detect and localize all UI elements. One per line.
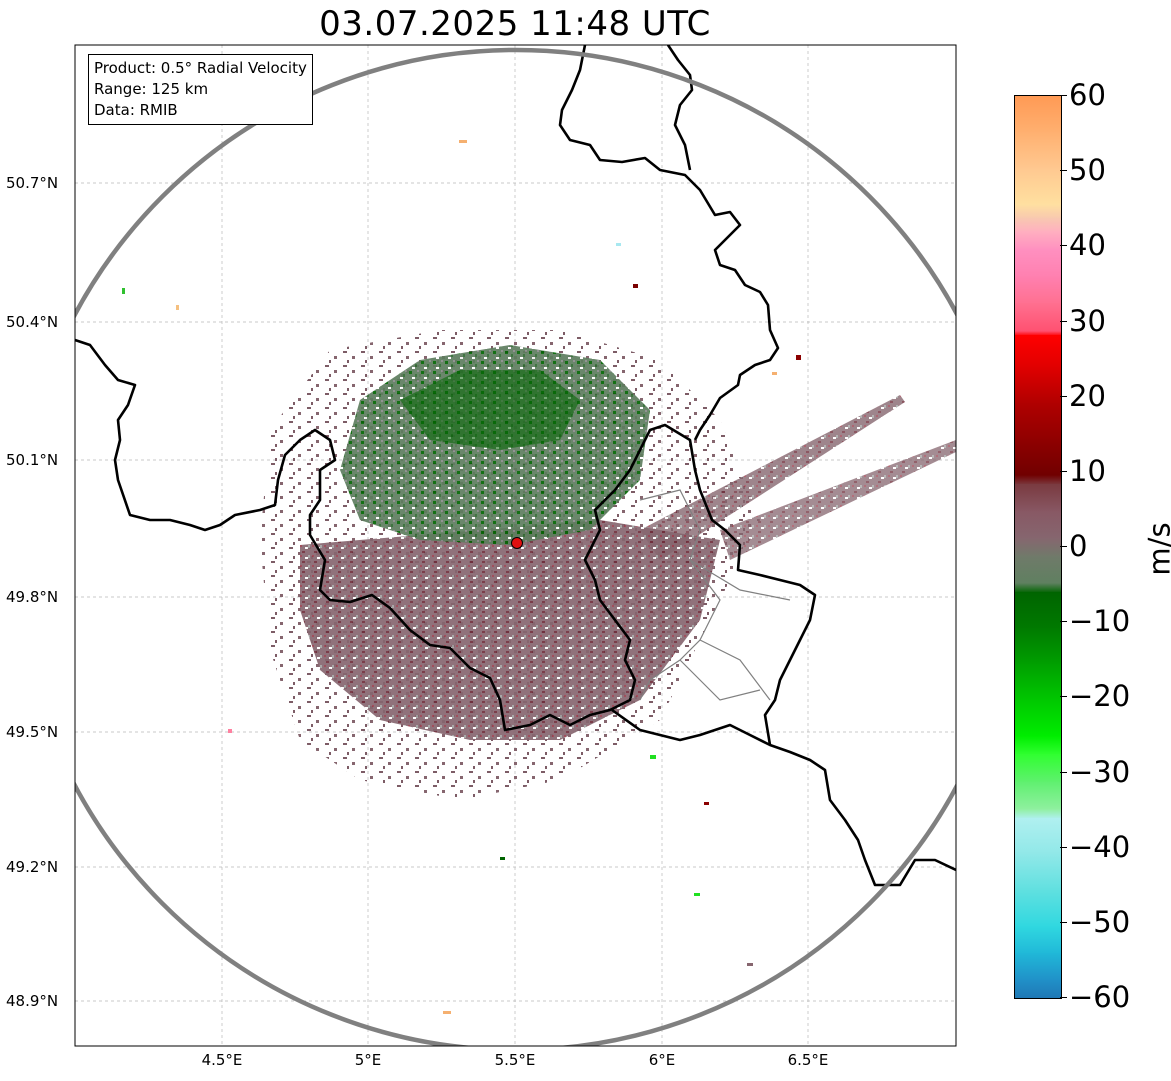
radar-site-marker[interactable]: [511, 537, 523, 549]
colorbar-segment: [1015, 854, 1061, 891]
colorbar-tick: [1060, 772, 1067, 773]
colorbar-segment: [1015, 980, 1061, 998]
map-title: 03.07.2025 11:48 UTC: [319, 4, 711, 44]
colorbar-segment: [1015, 628, 1061, 665]
colorbar-tick: [1060, 997, 1067, 998]
colorbar-segment: [1015, 475, 1061, 485]
product-text: Product: 0.5° Radial Velocity: [94, 59, 307, 77]
colorbar-tick: [1060, 471, 1067, 472]
national-borders: [75, 45, 956, 887]
echo-speckles: [122, 140, 801, 1014]
colorbar-tick: [1060, 922, 1067, 923]
colorbar-segment: [1015, 926, 1061, 954]
radar-map[interactable]: [0, 0, 1000, 1081]
colorbar-segment: [1015, 403, 1061, 440]
echo-northeast-streak: [640, 395, 905, 560]
colorbar-segment: [1015, 439, 1061, 476]
colorbar-segment: [1015, 592, 1061, 629]
colorbar-segment: [1015, 132, 1061, 169]
lon-label: 6.5°E: [787, 1051, 829, 1069]
data-source-text: Data: RMIB: [94, 101, 178, 119]
colorbar-segment: [1015, 367, 1061, 404]
province-borders: [639, 489, 791, 701]
colorbar-tick: [1060, 170, 1067, 171]
colorbar-tick-label: −10: [1069, 604, 1131, 638]
colorbar-segment: [1015, 953, 1061, 981]
colorbar-segment: [1015, 218, 1061, 232]
lat-label: 49.5°N: [6, 723, 59, 741]
colorbar-segment: [1015, 96, 1061, 133]
colorbar-tick-label: −20: [1069, 679, 1131, 713]
colorbar-segment: [1015, 249, 1061, 277]
colorbar-unit-label: m/s: [1142, 522, 1171, 576]
radar-echoes: [122, 140, 956, 1014]
colorbar-tick-label: 40: [1069, 228, 1106, 262]
lat-label: 49.8°N: [6, 588, 59, 606]
colorbar-tick: [1060, 321, 1067, 322]
colorbar-tick-label: −50: [1069, 905, 1131, 939]
colorbar-segment: [1015, 335, 1061, 368]
colorbar-tick-label: −30: [1069, 755, 1131, 789]
colorbar-segment: [1015, 556, 1061, 584]
colorbar-segment: [1015, 303, 1061, 332]
lon-label: 4.5°E: [201, 1051, 243, 1069]
colorbar-segment: [1015, 782, 1061, 810]
lat-label: 49.2°N: [6, 858, 59, 876]
colorbar-segment: [1015, 276, 1061, 304]
product-info-box: Product: 0.5° Radial Velocity Range: 125…: [88, 54, 313, 125]
colorbar-segment: [1015, 583, 1061, 593]
echo-outbound: [300, 520, 720, 740]
colorbar-tick-label: 10: [1069, 454, 1106, 488]
colorbar-segment: [1015, 511, 1061, 539]
colorbar-segment: [1015, 231, 1061, 250]
lon-label: 5°E: [354, 1051, 382, 1069]
colorbar-tick: [1060, 95, 1067, 96]
colorbar-segment: [1015, 484, 1061, 512]
colorbar-tick-label: −60: [1069, 980, 1131, 1014]
colorbar-segment: [1015, 700, 1061, 737]
colorbar-tick: [1060, 245, 1067, 246]
lon-label: 6°E: [648, 1051, 676, 1069]
lat-label: 50.4°N: [6, 313, 59, 331]
colorbar-segment: [1015, 736, 1061, 755]
colorbar-segment: [1015, 664, 1061, 701]
plot-frame: [74, 44, 957, 1047]
colorbar-tick-label: 60: [1069, 78, 1106, 112]
colorbar-tick: [1060, 396, 1067, 397]
lat-label: 50.7°N: [6, 174, 59, 192]
colorbar-segment: [1015, 754, 1061, 783]
range-ring: [75, 47, 956, 1046]
colorbar-segment: [1015, 204, 1061, 219]
colorbar-segment: [1015, 890, 1061, 927]
colorbar-segment: [1015, 818, 1061, 855]
colorbar-tick: [1060, 696, 1067, 697]
lat-label: 48.9°N: [6, 992, 59, 1010]
colorbar-tick-label: 20: [1069, 379, 1106, 413]
colorbar-segment: [1015, 331, 1061, 336]
lat-label: 50.1°N: [6, 451, 59, 469]
colorbar-segment: [1015, 168, 1061, 205]
lon-label: 5.5°E: [494, 1051, 536, 1069]
colorbar-segment: [1015, 809, 1061, 819]
range-text: Range: 125 km: [94, 80, 209, 98]
colorbar-tick-label: 0: [1069, 529, 1088, 563]
velocity-colorbar: [1014, 95, 1062, 999]
colorbar-tick-label: 50: [1069, 153, 1106, 187]
echo-inbound-core: [400, 370, 580, 450]
colorbar-segment: [1015, 538, 1061, 557]
echo-east-streak: [720, 440, 956, 560]
colorbar-tick-label: 30: [1069, 304, 1106, 338]
colorbar-tick-label: −40: [1069, 830, 1131, 864]
colorbar-tick: [1060, 546, 1067, 547]
colorbar-tick: [1060, 621, 1067, 622]
colorbar-tick: [1060, 847, 1067, 848]
